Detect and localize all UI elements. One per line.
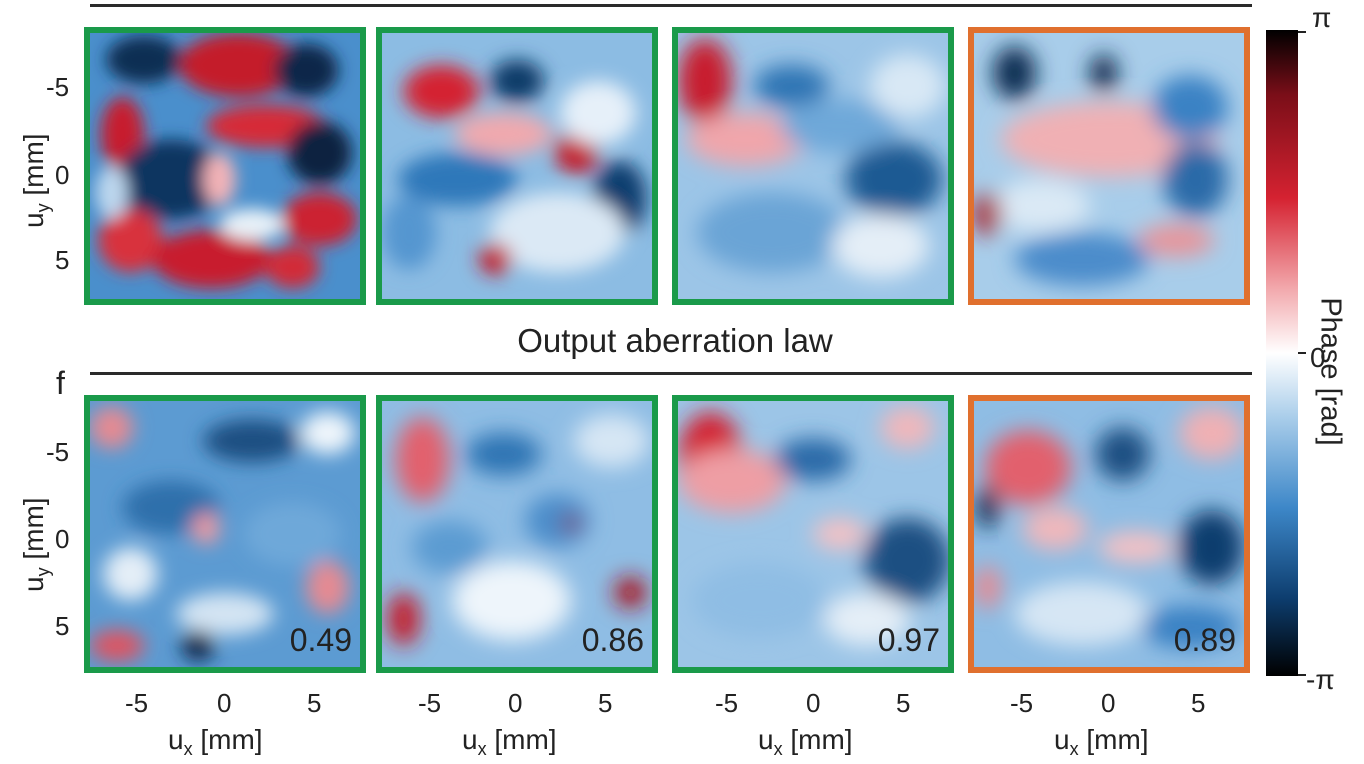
y-axis-label-bottom: uy [mm] [18, 497, 53, 592]
y-tick: 5 [55, 611, 70, 641]
top-rule [90, 4, 1252, 7]
y-tick: 0 [55, 524, 70, 554]
phase-map-top-2 [376, 27, 658, 305]
x-axis-label: ux [mm] [1054, 724, 1149, 759]
correlation-value: 0.97 [877, 622, 940, 658]
x-tick: 0 [806, 688, 821, 718]
x-axis-label: ux [mm] [462, 724, 557, 759]
correlation-value: 0.86 [581, 622, 644, 658]
colorbar-tick [1298, 31, 1306, 33]
x-tick: -5 [1010, 688, 1034, 718]
phase-map-top-3 [672, 27, 954, 305]
colorbar-tick [1298, 352, 1306, 354]
x-tick: -5 [715, 688, 739, 718]
correlation-value: 0.89 [1173, 622, 1236, 658]
phase-map-top-4 [968, 27, 1250, 305]
y-axis-label-top: uy [mm] [18, 133, 53, 228]
x-axis-label: ux [mm] [168, 724, 263, 759]
x-tick: 0 [508, 688, 523, 718]
phase-map-bottom-4: 0.89 [968, 395, 1250, 673]
colorbar-max-label: π [1312, 2, 1332, 33]
phase-map-bottom-1: 0.49 [84, 395, 366, 673]
x-tick: 0 [1101, 688, 1116, 718]
y-tick: -5 [46, 72, 70, 102]
y-tick: 0 [55, 160, 70, 190]
y-tick: -5 [46, 437, 70, 467]
middle-rule [90, 372, 1252, 375]
x-tick: 5 [598, 688, 613, 718]
x-axis-label: ux [mm] [758, 724, 853, 759]
colorbar [1266, 30, 1298, 676]
phase-map-bottom-3: 0.97 [672, 395, 954, 673]
colorbar-min-label: -π [1306, 664, 1335, 695]
colorbar-mid-label: 0 [1310, 342, 1326, 373]
x-tick: 5 [307, 688, 322, 718]
x-tick: -5 [125, 688, 149, 718]
x-tick: 5 [896, 688, 911, 718]
x-tick: -5 [418, 688, 442, 718]
colorbar-tick [1298, 674, 1306, 676]
phase-map-bottom-2: 0.86 [376, 395, 658, 673]
colorbar-title: Phase [rad] [1314, 297, 1347, 446]
panel-letter: f [56, 365, 65, 401]
x-tick: 0 [217, 688, 232, 718]
row-title: Output aberration law [517, 322, 833, 359]
phase-map-top-1 [84, 27, 366, 305]
x-tick: 5 [1191, 688, 1206, 718]
y-tick: 5 [55, 245, 70, 275]
correlation-value: 0.49 [289, 622, 352, 658]
